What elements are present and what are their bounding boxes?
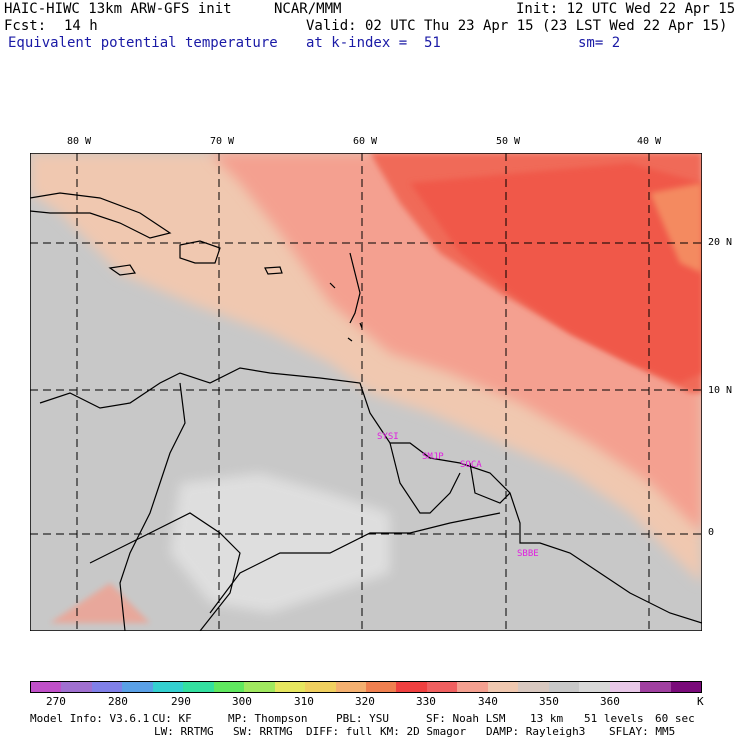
- footer-item: 13 km: [530, 712, 564, 725]
- footer-item: DAMP: Rayleigh3: [486, 725, 586, 738]
- footer-item: 51 levels: [584, 712, 644, 725]
- colorbar-unit: K: [697, 695, 704, 708]
- footer-item: Model Info: V3.6.1: [30, 712, 150, 725]
- colorbar-swatch: [670, 682, 701, 692]
- fcst-value: 14 h: [64, 18, 98, 34]
- colorbar-swatch: [548, 682, 580, 692]
- footer-item: MP: Thompson: [228, 712, 308, 725]
- colorbar-swatch: [579, 682, 610, 692]
- fcst-label: Fcst:: [4, 18, 47, 34]
- lat-label: 10 N: [708, 385, 733, 396]
- field-name: Equivalent potential temperature: [8, 35, 278, 51]
- model-title: HAIC-HIWC 13km ARW-GFS init: [4, 1, 232, 17]
- footer-item: 60 sec: [655, 712, 695, 725]
- colorbar-label: 290: [171, 695, 191, 708]
- colorbar-swatch: [487, 682, 519, 692]
- theta-e-map: [30, 153, 702, 631]
- theta-e-local-zone: [650, 183, 702, 273]
- colorbar-swatch: [244, 682, 275, 692]
- colorbar-label: 270: [46, 695, 66, 708]
- init-time: Init: 12 UTC Wed 22 Apr 15: [516, 1, 736, 17]
- colorbar-label: 340: [478, 695, 498, 708]
- colorbar-label: 280: [108, 695, 128, 708]
- footer-item: SFLAY: MM5: [609, 725, 676, 738]
- footer-item: DIFF: full: [306, 725, 373, 738]
- colorbar-swatch: [609, 682, 641, 692]
- footer-item: CU: KF: [152, 712, 192, 725]
- footer-item: SW: RRTMG: [233, 725, 293, 738]
- smoothing-info: sm= 2: [578, 35, 621, 51]
- colorbar-swatch: [457, 682, 488, 692]
- colorbar-swatch: [61, 682, 92, 692]
- low-theta-e-area: [170, 473, 390, 613]
- colorbar-swatch: [640, 682, 671, 692]
- colorbar: [30, 681, 702, 693]
- colorbar-swatch: [365, 682, 397, 692]
- lon-label: 50 W: [496, 136, 521, 147]
- colorbar-label: 310: [294, 695, 314, 708]
- colorbar-swatch: [305, 682, 336, 692]
- colorbar-label: 300: [232, 695, 252, 708]
- colorbar-swatch: [91, 682, 123, 692]
- colorbar-label: 350: [539, 695, 559, 708]
- colorbar-swatch: [335, 682, 366, 692]
- lat-label: 0: [708, 527, 715, 538]
- station-label: SOCA: [460, 460, 482, 470]
- colorbar-swatch: [213, 682, 245, 692]
- station-label: SMJP: [422, 452, 444, 462]
- org-title: NCAR/MMM: [274, 1, 342, 17]
- station-label: SYSI: [377, 432, 399, 442]
- footer-item: PBL: YSU: [336, 712, 389, 725]
- footer-item: LW: RRTMG: [154, 725, 214, 738]
- footer-item: KM: 2D Smagor: [380, 725, 467, 738]
- colorbar-swatch: [122, 682, 153, 692]
- warm-patch: [50, 583, 150, 623]
- colorbar-swatch: [274, 682, 306, 692]
- coastlines: [30, 192, 702, 631]
- colorbar-swatch: [152, 682, 184, 692]
- lat-lon-grid: [30, 153, 702, 631]
- theta-e-max-zone: [410, 163, 702, 383]
- level-info: at k-index = 51: [306, 35, 441, 51]
- colorbar-label: 330: [416, 695, 436, 708]
- lon-label: 80 W: [67, 136, 92, 147]
- colorbar-swatch: [426, 682, 458, 692]
- station-label: SBBE: [517, 549, 539, 559]
- footer-item: SF: Noah LSM: [426, 712, 506, 725]
- lon-label: 60 W: [353, 136, 378, 147]
- colorbar-swatch: [396, 682, 427, 692]
- lat-label: 20 N: [708, 237, 733, 248]
- colorbar-label: 320: [355, 695, 375, 708]
- colorbar-label: 360: [600, 695, 620, 708]
- colorbar-swatch: [183, 682, 214, 692]
- colorbar-swatch: [31, 682, 62, 692]
- lon-label: 40 W: [637, 136, 662, 147]
- valid-time: Valid: 02 UTC Thu 23 Apr 15 (23 LST Wed …: [306, 18, 728, 34]
- colorbar-swatch: [518, 682, 549, 692]
- lon-label: 70 W: [210, 136, 235, 147]
